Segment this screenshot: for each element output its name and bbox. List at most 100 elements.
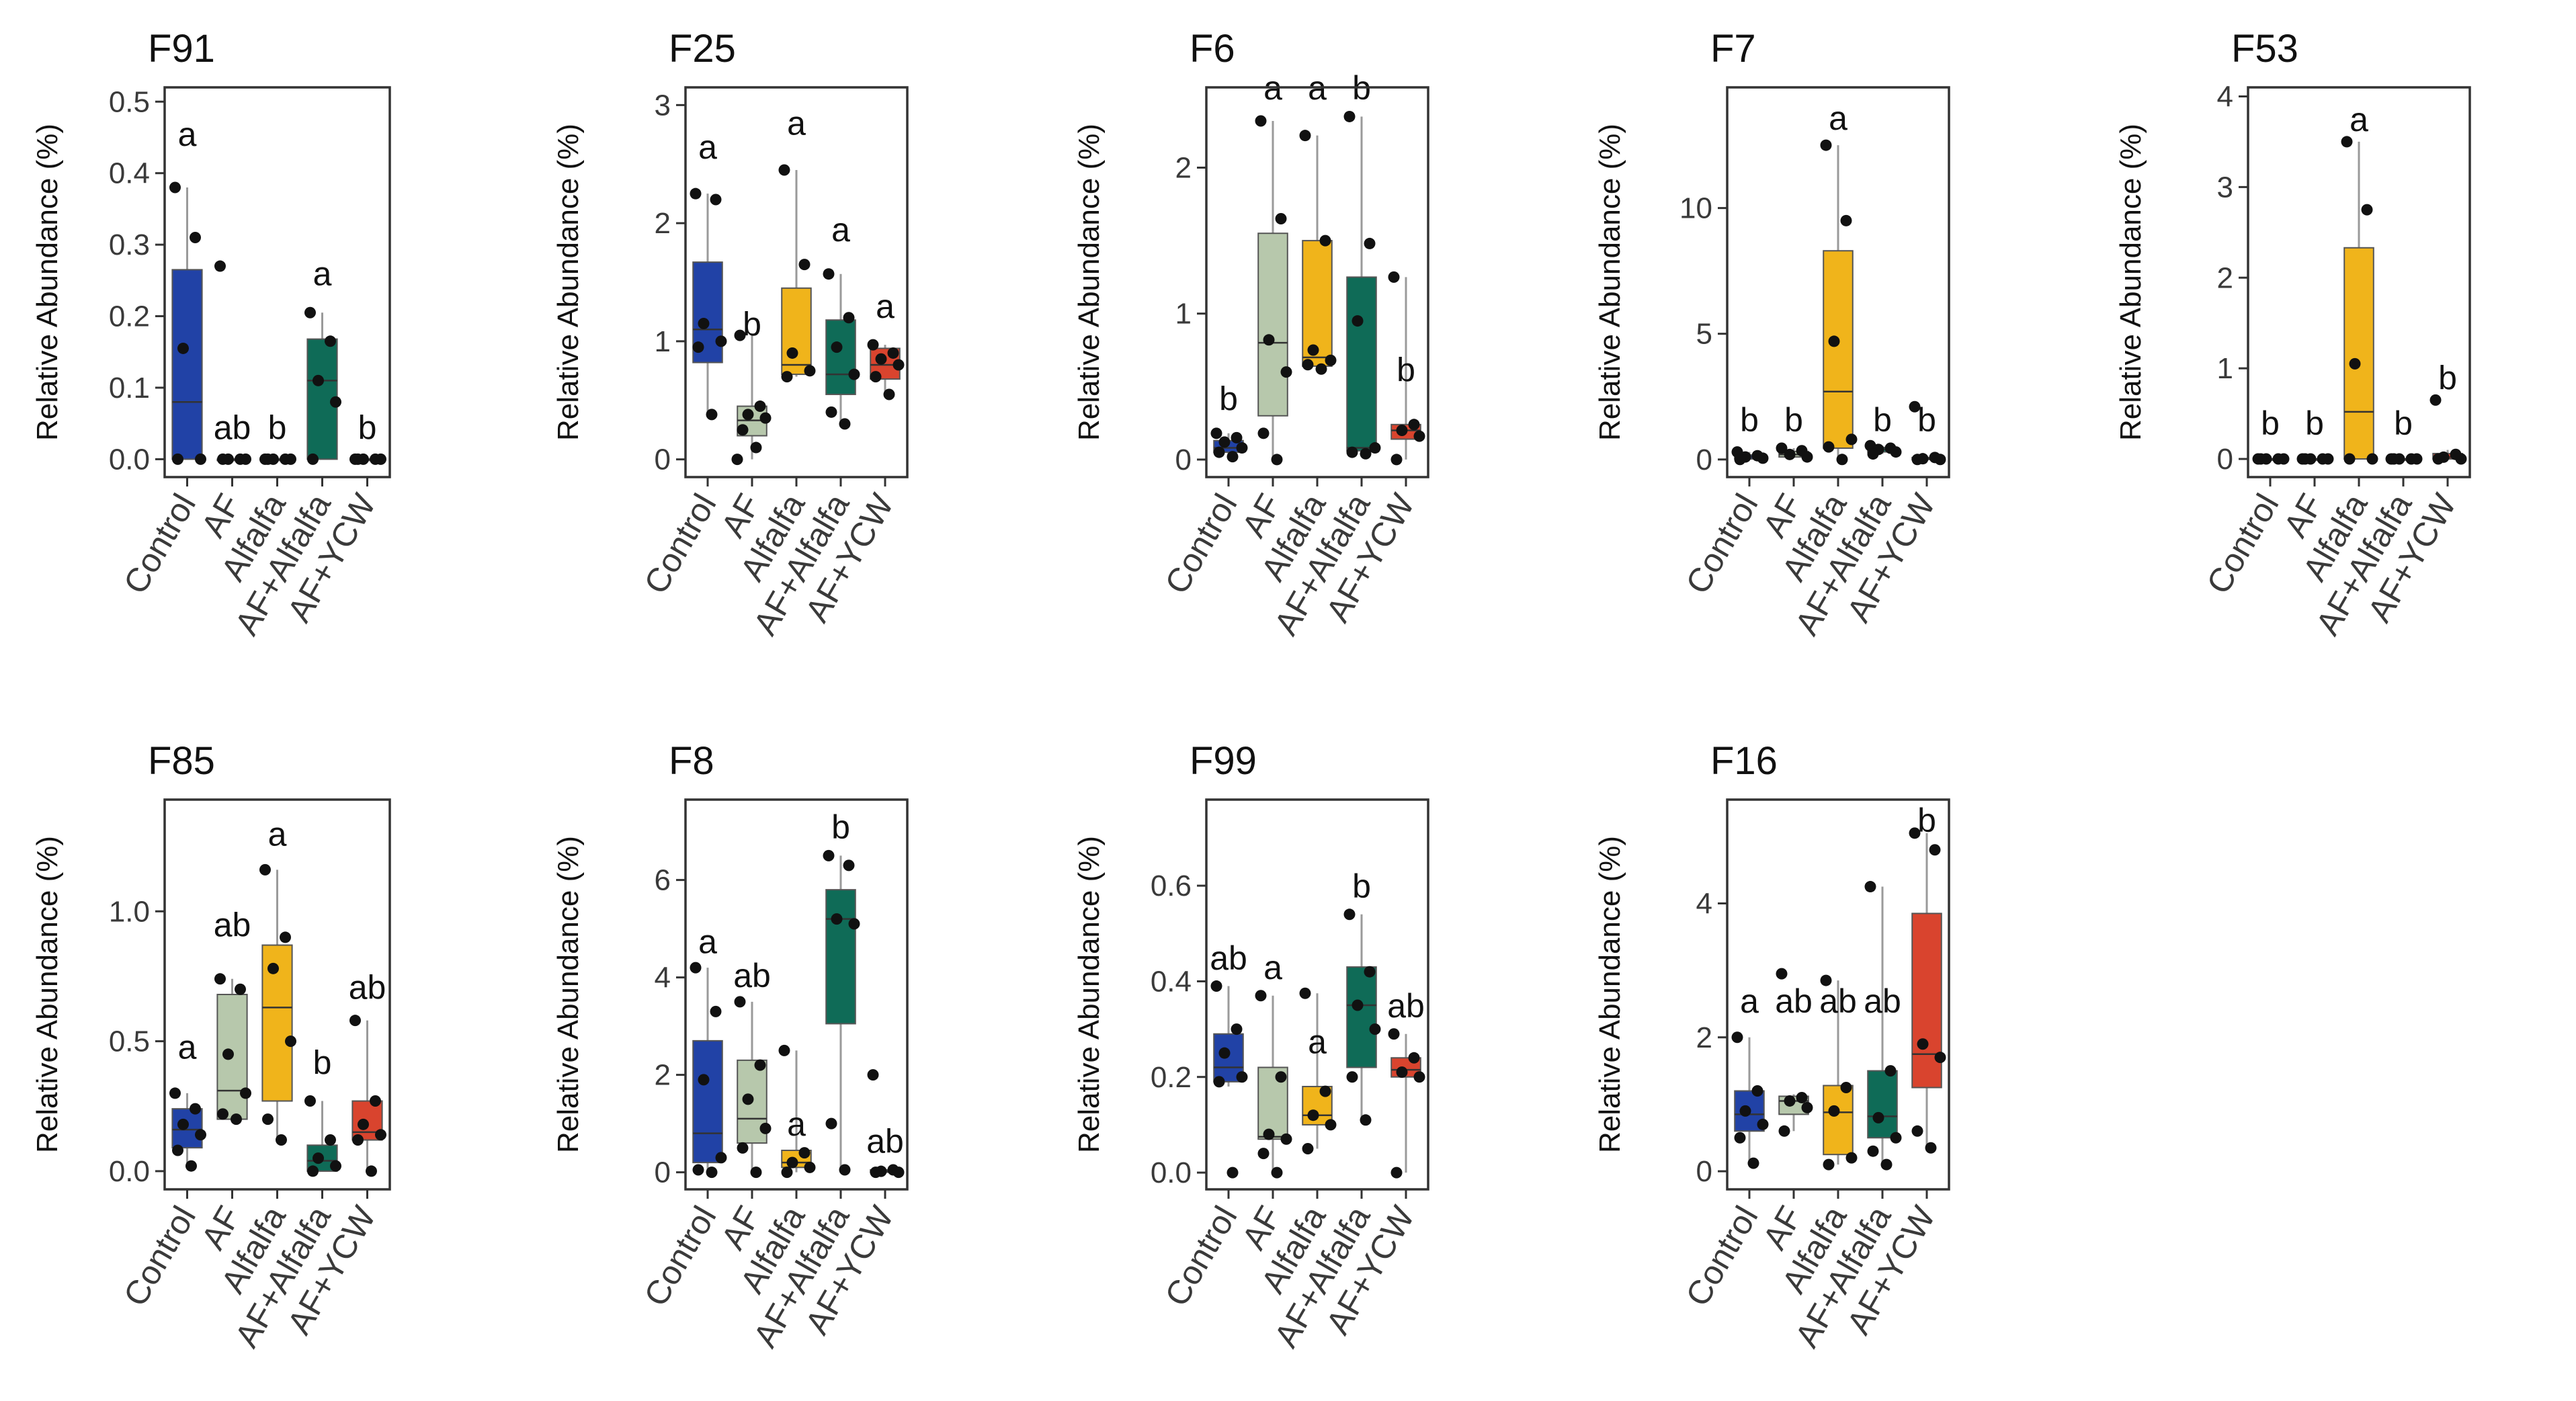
data-point: [1867, 448, 1879, 460]
data-point: [1408, 419, 1420, 431]
data-point: [1255, 990, 1267, 1002]
data-point: [172, 1144, 183, 1156]
data-point: [231, 1113, 242, 1126]
x-tick-label: Control: [1678, 1200, 1765, 1313]
y-tick-label: 4: [2217, 80, 2233, 113]
data-point: [307, 453, 319, 465]
data-point: [1776, 968, 1788, 980]
y-tick-label: 0: [655, 1156, 671, 1189]
data-point: [883, 388, 895, 400]
data-point: [848, 918, 860, 930]
panel-frame: [1205, 86, 1429, 478]
data-point: [1929, 844, 1941, 856]
box-Control: ab: [1210, 939, 1248, 1179]
data-point: [262, 453, 274, 465]
data-point: [887, 347, 899, 359]
box-Alfalfa: a: [1820, 99, 1858, 466]
significance-letter: a: [787, 1105, 806, 1143]
data-point: [1360, 1114, 1372, 1126]
significance-letter: a: [1263, 949, 1282, 986]
data-point: [1796, 1091, 1808, 1103]
significance-letter: a: [178, 1028, 197, 1066]
y-tick-label: 0.5: [109, 85, 150, 118]
data-point: [259, 863, 271, 876]
data-point: [2349, 357, 2361, 370]
data-point: [1396, 424, 1408, 436]
y-tick-label: 2: [1696, 1021, 1712, 1054]
data-point: [2343, 453, 2356, 465]
data-point: [1213, 1076, 1225, 1088]
data-point: [781, 1166, 793, 1179]
x-tick-label: Control: [1678, 488, 1765, 601]
data-point: [1257, 1148, 1270, 1160]
data-point: [848, 368, 860, 380]
significance-letter: b: [268, 409, 287, 447]
significance-letter: ab: [214, 906, 251, 944]
data-point: [2322, 453, 2334, 465]
data-point: [754, 1059, 766, 1071]
significance-letter: b: [831, 808, 850, 846]
data-point: [285, 453, 296, 465]
y-tick-label: 0.0: [109, 1155, 150, 1188]
panel-title: F8: [669, 739, 714, 783]
data-point: [786, 347, 798, 359]
significance-letter: b: [1219, 380, 1238, 418]
data-point: [759, 1122, 772, 1134]
box-AF+YCW: a: [867, 288, 905, 400]
data-point: [1343, 908, 1356, 921]
data-point: [172, 453, 183, 465]
data-point: [214, 973, 226, 985]
data-point: [1236, 442, 1248, 454]
data-point: [1315, 363, 1327, 375]
panel-frame: [1726, 86, 1950, 478]
data-point: [1731, 1031, 1743, 1044]
box-Alfalfa: a: [1299, 69, 1337, 375]
data-point: [1836, 454, 1848, 466]
data-point: [870, 371, 882, 383]
significance-letter: ab: [1775, 982, 1813, 1020]
data-point: [843, 859, 855, 872]
data-point: [2432, 453, 2444, 465]
y-tick-label: 0: [1696, 443, 1712, 476]
data-point: [786, 1156, 798, 1169]
data-point: [2411, 453, 2423, 465]
y-axis-label: Relative Abundance (%): [31, 836, 64, 1153]
significance-letter: ab: [214, 409, 251, 447]
box-Alfalfa: a: [2341, 101, 2378, 465]
box-AF+Alfalfa: b: [304, 1044, 341, 1177]
data-point: [307, 1165, 319, 1177]
data-point: [737, 1142, 749, 1154]
data-point: [1299, 987, 1311, 999]
data-point: [1801, 1101, 1813, 1113]
data-point: [839, 418, 851, 430]
y-tick-label: 0.2: [1151, 1061, 1192, 1094]
significance-letter: a: [313, 255, 332, 293]
data-point: [1275, 213, 1287, 225]
box-AF: b: [2296, 405, 2334, 465]
data-point: [759, 412, 772, 424]
x-tick-label: Control: [636, 488, 723, 601]
data-point: [1739, 1105, 1751, 1117]
box-body: [825, 889, 856, 1025]
data-point: [1275, 1071, 1287, 1083]
data-point: [1364, 237, 1376, 249]
data-point: [831, 341, 843, 353]
y-axis-label: Relative Abundance (%): [1073, 124, 1106, 441]
y-axis-label: Relative Abundance (%): [1073, 836, 1106, 1153]
data-point: [1828, 1105, 1840, 1117]
data-point: [177, 342, 189, 354]
data-point: [706, 409, 718, 421]
data-point: [742, 1093, 754, 1105]
data-point: [1820, 139, 1832, 151]
panel-title: F16: [1710, 739, 1778, 783]
box-body: [1302, 240, 1333, 367]
data-point: [214, 260, 226, 272]
data-point: [2429, 394, 2442, 406]
y-tick-label: 0: [1696, 1155, 1712, 1188]
significance-letter: b: [358, 409, 377, 447]
y-tick-label: 2: [655, 1059, 671, 1092]
data-point: [330, 1160, 341, 1172]
data-point: [1845, 1152, 1858, 1164]
significance-letter: ab: [1387, 987, 1425, 1025]
y-tick-label: 4: [1696, 887, 1712, 920]
